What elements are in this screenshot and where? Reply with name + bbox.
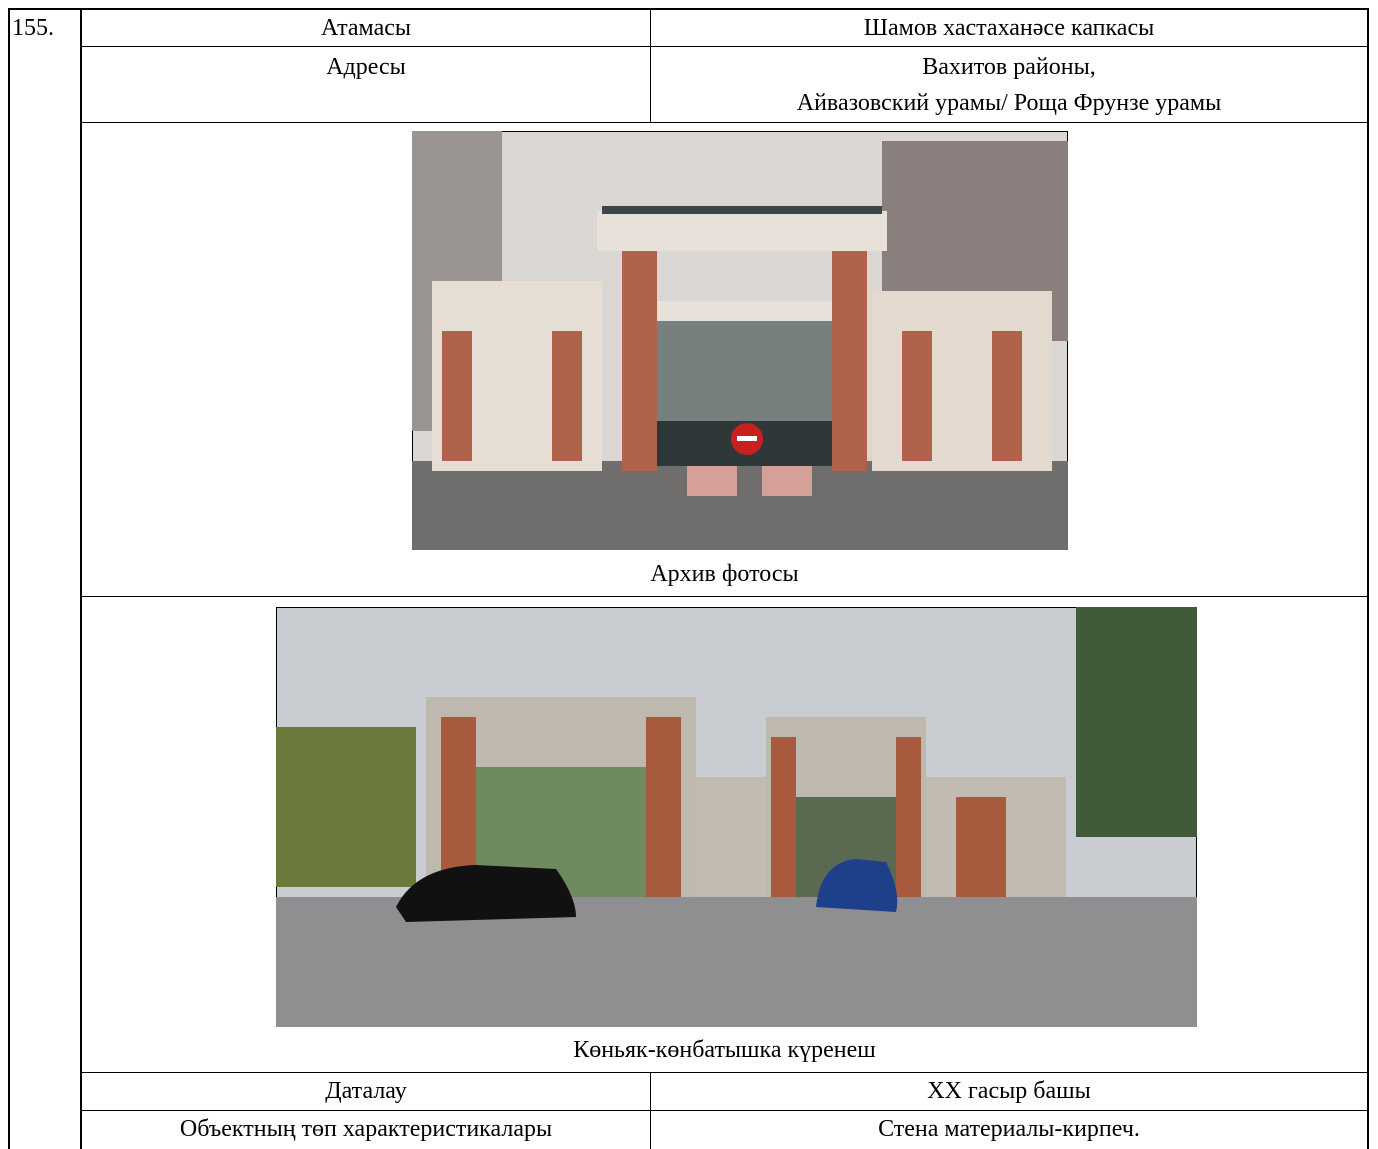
border — [80, 8, 82, 1149]
border — [80, 46, 1369, 47]
border — [80, 1110, 1369, 1111]
border — [1367, 8, 1369, 1149]
border — [80, 596, 1369, 597]
value: Стена материалы-кирпеч. — [878, 1116, 1140, 1142]
item-number: 155. — [12, 15, 54, 41]
border — [8, 8, 1369, 10]
label: Атамасы — [320, 15, 412, 41]
border — [8, 8, 10, 1149]
current-photo — [276, 607, 1197, 1027]
border — [650, 8, 651, 122]
label: Даталау — [325, 1078, 407, 1104]
label: Объектның төп характеристикалары — [179, 1116, 553, 1142]
value: XX гасыр башы — [927, 1078, 1091, 1104]
archive-photo — [412, 131, 1068, 550]
label: Адресы — [326, 54, 406, 80]
border — [80, 122, 1369, 123]
value: Айвазовский урамы/ Роща Фрунзе урамы — [796, 90, 1222, 116]
border — [80, 1072, 1369, 1073]
caption: Архив фотосы — [650, 561, 799, 587]
caption: Көньяк-көнбатышка күренеш — [573, 1037, 876, 1063]
value: Вахитов районы, — [922, 54, 1096, 80]
value: Шамов хастаханәсе капкасы — [863, 15, 1155, 41]
